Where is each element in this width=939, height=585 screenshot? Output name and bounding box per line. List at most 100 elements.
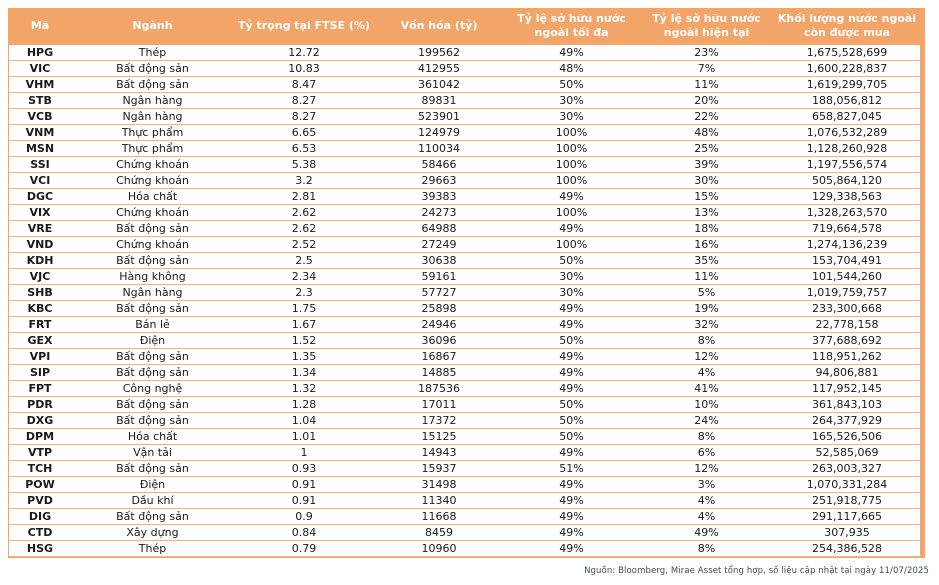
cell-ftse-weight: 2.34	[234, 268, 374, 285]
cell-ftse-weight: 12.72	[234, 44, 374, 61]
cell-ticker: VIX	[9, 204, 71, 221]
cell-remaining-foreign-volume: 1,274,136,239	[774, 236, 920, 253]
cell-current-foreign-ownership: 7%	[639, 60, 774, 77]
cell-max-foreign-ownership: 48%	[504, 60, 639, 77]
cell-ticker: VIC	[9, 60, 71, 77]
cell-ftse-weight: 1.52	[234, 332, 374, 349]
cell-remaining-foreign-volume: 1,128,260,928	[774, 140, 920, 157]
cell-industry: Hàng không	[71, 268, 234, 285]
cell-remaining-foreign-volume: 94,806,881	[774, 364, 920, 381]
column-header-max-foreign-ownership: Tỷ lệ sở hữu nước ngoài tối đa	[504, 8, 639, 45]
cell-market-cap: 14885	[374, 364, 504, 381]
cell-max-foreign-ownership: 30%	[504, 108, 639, 125]
cell-ftse-weight: 6.53	[234, 140, 374, 157]
cell-industry: Công nghệ	[71, 380, 234, 397]
table-row: KBC Bất động sản 1.75 25898 49% 19% 233,300,66…	[9, 300, 920, 317]
cell-industry: Vận tải	[71, 444, 234, 461]
cell-ticker: DPM	[9, 428, 71, 445]
cell-ticker: STB	[9, 92, 71, 109]
cell-industry: Hóa chất	[71, 188, 234, 205]
cell-remaining-foreign-volume: 1,070,331,284	[774, 476, 920, 493]
cell-industry: Ngân hàng	[71, 284, 234, 301]
table-row: DPM Hóa chất 1.01 15125 50% 8% 165,526,506	[9, 428, 920, 445]
header-row: Mã Ngành Tỷ trọng tại FTSE (%) Vốn hóa (tỷ)…	[9, 8, 920, 45]
cell-ftse-weight: 0.91	[234, 492, 374, 509]
cell-ftse-weight: 1.35	[234, 348, 374, 365]
cell-ftse-weight: 1.32	[234, 380, 374, 397]
cell-market-cap: 24273	[374, 204, 504, 221]
table-row: CTD Xây dựng 0.84 8459 49% 49% 307,935	[9, 524, 920, 541]
source-note: Nguồn: Bloomberg, Mirae Asset tổng hợp, …	[584, 566, 929, 576]
table-row: VPI Bất động sản 1.35 16867 49% 12% 118,951,26…	[9, 348, 920, 365]
table-row: PDR Bất động sản 1.28 17011 50% 10% 361,843,10…	[9, 396, 920, 413]
cell-industry: Bất động sản	[71, 412, 234, 429]
cell-max-foreign-ownership: 100%	[504, 172, 639, 189]
table-row: HSG Thép 0.79 10960 49% 8% 254,386,528	[9, 540, 920, 557]
table-row: VJC Hàng không 2.34 59161 30% 11% 101,544,260	[9, 268, 920, 285]
cell-ftse-weight: 1.01	[234, 428, 374, 445]
cell-market-cap: 361042	[374, 76, 504, 93]
cell-remaining-foreign-volume: 291,117,665	[774, 508, 920, 525]
cell-current-foreign-ownership: 4%	[639, 364, 774, 381]
cell-current-foreign-ownership: 5%	[639, 284, 774, 301]
cell-ticker: VCI	[9, 172, 71, 189]
cell-market-cap: 30638	[374, 252, 504, 269]
table-row: VHM Bất động sản 8.47 361042 50% 11% 1,619,299…	[9, 76, 920, 93]
cell-current-foreign-ownership: 32%	[639, 316, 774, 333]
cell-market-cap: 110034	[374, 140, 504, 157]
cell-ftse-weight: 2.52	[234, 236, 374, 253]
table-row: GEX Điện 1.52 36096 50% 8% 377,688,692	[9, 332, 920, 349]
cell-market-cap: 25898	[374, 300, 504, 317]
cell-ftse-weight: 0.79	[234, 540, 374, 557]
cell-ftse-weight: 2.3	[234, 284, 374, 301]
cell-max-foreign-ownership: 100%	[504, 124, 639, 141]
cell-ticker: POW	[9, 476, 71, 493]
cell-max-foreign-ownership: 50%	[504, 412, 639, 429]
cell-current-foreign-ownership: 15%	[639, 188, 774, 205]
cell-current-foreign-ownership: 19%	[639, 300, 774, 317]
cell-ticker: PVD	[9, 492, 71, 509]
cell-remaining-foreign-volume: 264,377,929	[774, 412, 920, 429]
cell-ticker: CTD	[9, 524, 71, 541]
table-row: VTP Vận tải 1 14943 49% 6% 52,585,069	[9, 444, 920, 461]
cell-industry: Thép	[71, 540, 234, 557]
cell-max-foreign-ownership: 49%	[504, 476, 639, 493]
cell-ftse-weight: 10.83	[234, 60, 374, 77]
cell-industry: Bất động sản	[71, 300, 234, 317]
cell-industry: Bất động sản	[71, 60, 234, 77]
cell-market-cap: 199562	[374, 44, 504, 61]
cell-ticker: TCH	[9, 460, 71, 477]
cell-market-cap: 15937	[374, 460, 504, 477]
cell-remaining-foreign-volume: 22,778,158	[774, 316, 920, 333]
cell-max-foreign-ownership: 51%	[504, 460, 639, 477]
column-header-market-cap: Vốn hóa (tỷ)	[374, 8, 504, 45]
cell-max-foreign-ownership: 49%	[504, 508, 639, 525]
table-row: POW Điện 0.91 31498 49% 3% 1,070,331,284	[9, 476, 920, 493]
cell-max-foreign-ownership: 100%	[504, 140, 639, 157]
cell-current-foreign-ownership: 16%	[639, 236, 774, 253]
cell-market-cap: 412955	[374, 60, 504, 77]
table-row: DXG Bất động sản 1.04 17372 50% 24% 264,377,92…	[9, 412, 920, 429]
cell-max-foreign-ownership: 49%	[504, 444, 639, 461]
cell-market-cap: 27249	[374, 236, 504, 253]
cell-industry: Điện	[71, 332, 234, 349]
cell-industry: Hóa chất	[71, 428, 234, 445]
cell-industry: Thực phẩm	[71, 124, 234, 141]
cell-ftse-weight: 1	[234, 444, 374, 461]
table-row: HPG Thép 12.72 199562 49% 23% 1,675,528,699	[9, 44, 920, 61]
cell-current-foreign-ownership: 41%	[639, 380, 774, 397]
cell-ticker: VRE	[9, 220, 71, 237]
column-header-current-foreign-ownership: Tỷ lệ sở hữu nước ngoài hiện tại	[639, 8, 774, 45]
cell-ftse-weight: 2.62	[234, 220, 374, 237]
cell-remaining-foreign-volume: 153,704,491	[774, 252, 920, 269]
cell-current-foreign-ownership: 10%	[639, 396, 774, 413]
cell-market-cap: 39383	[374, 188, 504, 205]
cell-current-foreign-ownership: 13%	[639, 204, 774, 221]
cell-remaining-foreign-volume: 118,951,262	[774, 348, 920, 365]
cell-ftse-weight: 6.65	[234, 124, 374, 141]
cell-current-foreign-ownership: 48%	[639, 124, 774, 141]
cell-industry: Thép	[71, 44, 234, 61]
data-table: Mã Ngành Tỷ trọng tại FTSE (%) Vốn hóa (tỷ)…	[9, 8, 920, 557]
cell-market-cap: 10960	[374, 540, 504, 557]
cell-max-foreign-ownership: 49%	[504, 44, 639, 61]
